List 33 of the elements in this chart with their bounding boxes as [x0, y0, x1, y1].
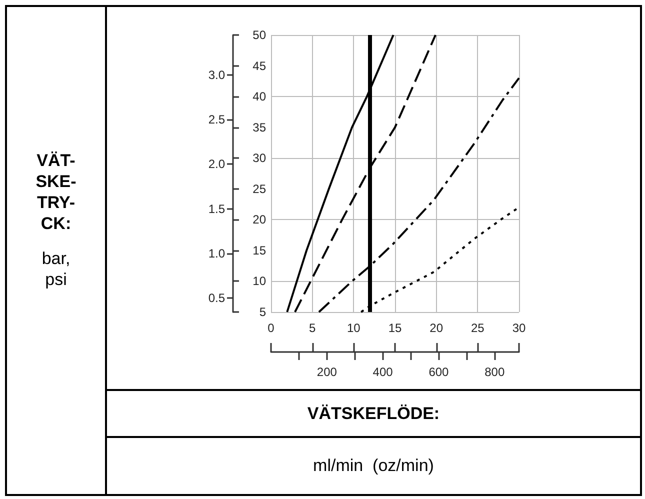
y-tick-label: 2.0 [208, 157, 226, 172]
x-axis-title: VÄTSKEFLÖDE: [306, 403, 441, 425]
y-tick-label: 1.5 [208, 202, 226, 216]
y2-tick-label: 45 [252, 58, 266, 73]
y-tick-label: 2.5 [208, 112, 226, 127]
y2-tick-label: 25 [252, 182, 266, 196]
x-tick-label: 5 [308, 321, 316, 335]
y2-tick-label: 50 [252, 28, 266, 42]
x-tick-label: 25 [470, 321, 485, 335]
line-series [286, 34, 394, 313]
x2-tick-label: 200 [316, 365, 338, 379]
x-tick-label: 0 [268, 321, 275, 335]
x2-axis-title: ml/min (oz/min) [312, 455, 435, 477]
y2-tick-label: 35 [252, 120, 266, 134]
y-tick-label: 0.5 [208, 291, 226, 306]
y-tick-label: 1.0 [208, 246, 226, 261]
y2-tick-label: 10 [252, 274, 266, 288]
y2-tick-label: 20 [252, 212, 266, 227]
text: VÄT-SKE-TRY-CK: [34, 150, 78, 234]
y2-tick-label: 40 [252, 90, 266, 104]
y2-tick-label: 30 [252, 151, 266, 166]
x2-tick-label: 600 [428, 365, 450, 379]
x-tick-label: 15 [388, 321, 402, 335]
x-tick-label: 10 [346, 321, 361, 335]
x-tick-label: 30 [512, 321, 526, 335]
x2-tick-label: 800 [484, 365, 505, 379]
text: bar, psi [40, 248, 72, 290]
y2-tick-label: 5 [259, 305, 266, 319]
x2-tick-label: 400 [372, 365, 394, 379]
x-tick-label: 20 [430, 321, 444, 335]
y-tick-label: 3.0 [208, 68, 226, 82]
line-series [294, 34, 437, 313]
y2-tick-label: 15 [252, 243, 266, 258]
